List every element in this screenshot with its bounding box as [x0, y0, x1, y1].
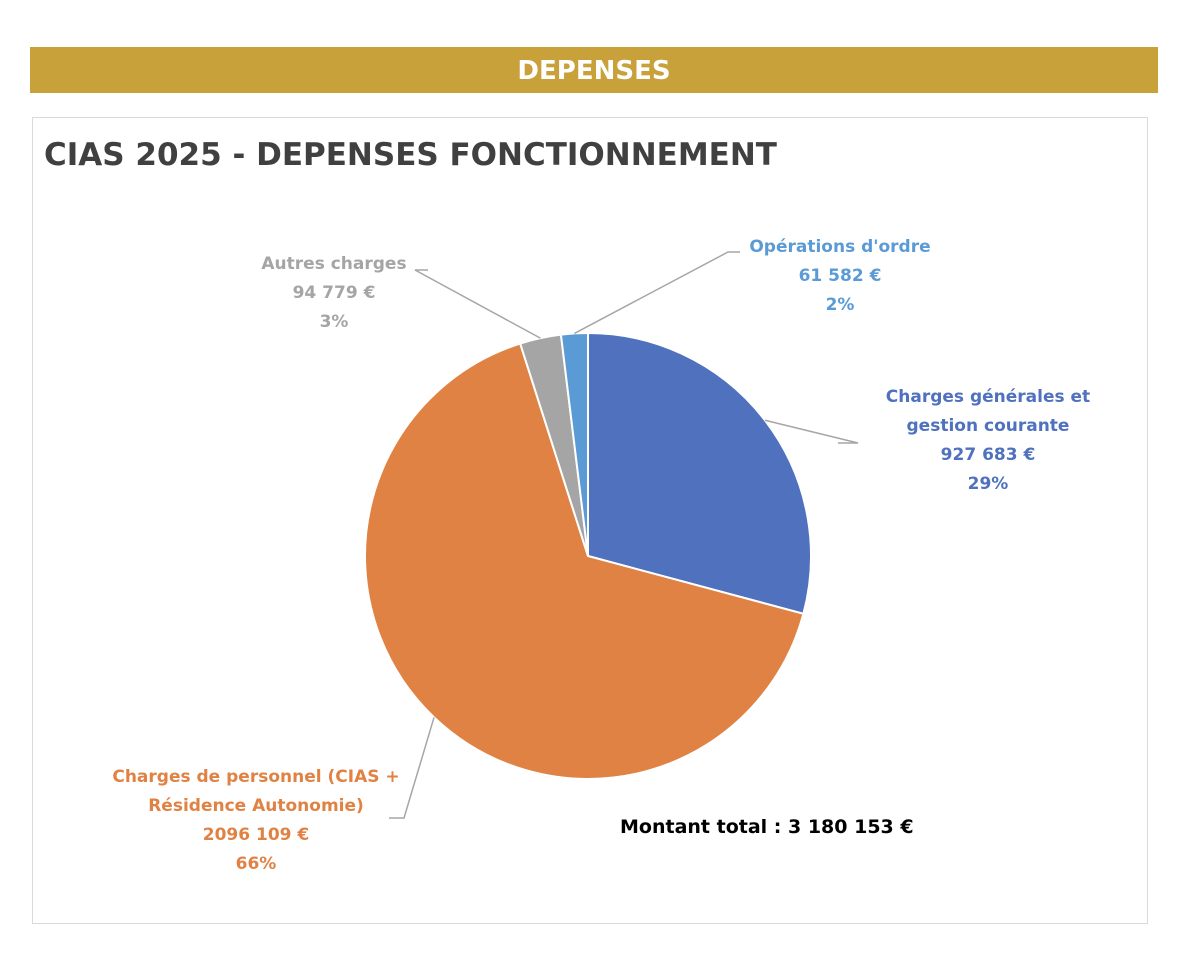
category-label: gestion courante: [907, 416, 1070, 436]
pie-slices: [364, 331, 812, 780]
pie-slice-charges-generales: [587, 331, 812, 616]
leader-line-charges-generales: [764, 419, 859, 444]
total-amount-annotation: Montant total : 3 180 153 €: [620, 816, 914, 838]
value-label: 61 582 €: [799, 266, 882, 286]
percent-label: 3%: [320, 312, 349, 332]
section-banner: DEPENSES: [30, 47, 1158, 93]
value-label: 94 779 €: [293, 283, 376, 303]
pie-slice-charges-personnel: [364, 342, 805, 780]
banner-title: DEPENSES: [517, 56, 671, 86]
data-label-charges-generales: Charges générales et gestion courante 927 …: [886, 387, 1090, 494]
category-label: Autres charges: [261, 254, 406, 274]
category-label: Résidence Autonomie): [148, 796, 364, 816]
percent-label: 29%: [968, 474, 1009, 494]
leader-line-autres-charges: [414, 269, 541, 339]
category-label: Charges de personnel (CIAS +: [112, 767, 399, 787]
leader-lines: [389, 251, 859, 819]
data-label-autres-charges: Autres charges 94 779 € 3%: [261, 254, 406, 332]
leader-line-operations-ordre: [574, 251, 740, 335]
pie-slice-operations-ordre: [559, 331, 589, 557]
value-label: 2096 109 €: [203, 825, 309, 845]
percent-label: 66%: [236, 854, 277, 874]
data-label-charges-personnel: Charges de personnel (CIAS + Résidence Au…: [112, 767, 399, 874]
value-label: 927 683 €: [941, 445, 1036, 465]
leader-line-charges-personnel: [389, 717, 435, 819]
percent-label: 2%: [826, 295, 855, 315]
data-label-operations-ordre: Opérations d'ordre 61 582 € 2%: [749, 237, 930, 315]
data-labels: Charges générales et gestion courante 927 …: [112, 237, 1090, 874]
chart-title: CIAS 2025 - DEPENSES FONCTIONNEMENT: [44, 137, 777, 173]
category-label: Charges générales et: [886, 387, 1090, 407]
category-label: Opérations d'ordre: [749, 237, 930, 257]
